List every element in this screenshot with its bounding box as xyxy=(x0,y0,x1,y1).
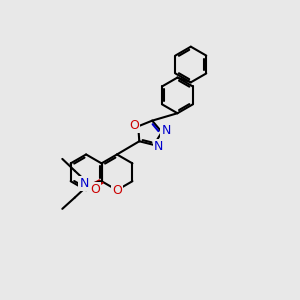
Text: N: N xyxy=(79,177,89,190)
Text: N: N xyxy=(162,124,171,137)
Text: N: N xyxy=(154,140,164,153)
Text: O: O xyxy=(90,183,100,196)
Text: N: N xyxy=(79,177,89,190)
Text: O: O xyxy=(112,184,122,196)
Text: O: O xyxy=(129,119,139,132)
Text: N: N xyxy=(162,124,171,137)
Text: O: O xyxy=(112,184,122,196)
Text: O: O xyxy=(90,183,100,196)
Text: O: O xyxy=(129,119,139,132)
Text: N: N xyxy=(154,140,164,153)
